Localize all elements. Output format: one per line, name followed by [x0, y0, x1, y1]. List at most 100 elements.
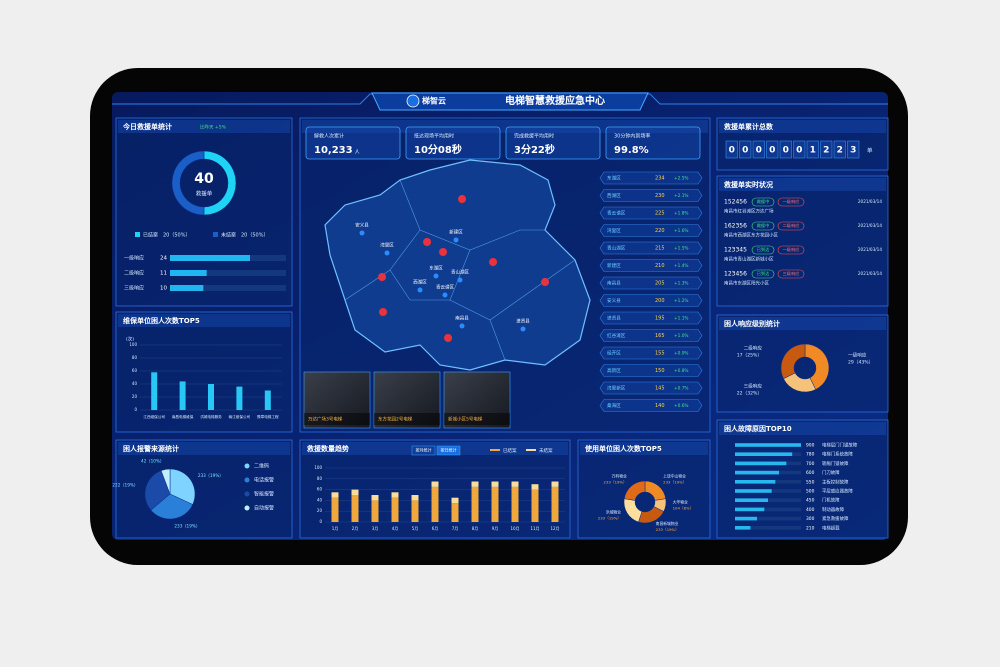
rank-row [599, 311, 703, 325]
text: 救援单 [196, 190, 213, 198]
y-tick-label: 0 [134, 407, 137, 412]
text: 155 [655, 351, 665, 357]
text: 南昌县 [607, 280, 621, 287]
digit-box [806, 140, 819, 159]
rank-row [599, 346, 703, 360]
pin [489, 258, 498, 272]
text: 234 [655, 176, 665, 182]
text: 比昨天 +5% [200, 124, 227, 131]
text: 西湖区 [607, 192, 621, 199]
pins [378, 195, 550, 348]
bar-segment [431, 481, 439, 487]
text: 450 [806, 498, 815, 504]
legend-swatch [213, 232, 218, 237]
video-caption-bg [374, 413, 440, 425]
text: 二级响应 [744, 345, 763, 352]
text: 高新区 [607, 367, 621, 374]
stat-value: 10分08秒 [414, 143, 462, 156]
text: 300 [806, 516, 815, 522]
text: 已结案 [503, 447, 517, 454]
text: 解救人次累计 [314, 133, 344, 140]
text: +0.9% [674, 351, 689, 357]
text: +2.5% [674, 176, 689, 182]
text: 二级响应 [783, 222, 800, 229]
text: 已结案 [143, 232, 158, 239]
y-tick-label: 80 [132, 355, 138, 360]
text: 145 [655, 386, 665, 392]
text: +1.1% [674, 316, 689, 322]
reason-bar [735, 443, 801, 447]
text: 233（19%） [598, 516, 621, 521]
text: 救援中 [757, 222, 770, 229]
panel-title-bar [719, 178, 886, 191]
text: 经开区 [607, 350, 621, 357]
district-dot [384, 250, 390, 256]
panel-title: 使用单位困人次数TOP5 [584, 444, 662, 453]
text: 按日统计 [441, 447, 457, 453]
digit-box [793, 140, 806, 159]
bar-segment [471, 481, 479, 487]
pin [378, 273, 387, 287]
reason-track [735, 507, 801, 512]
text: 225 [655, 211, 665, 217]
total-value: 40 [194, 171, 214, 187]
text: 24 [160, 256, 167, 262]
x-tick-label: 江西维保公司 [143, 414, 165, 419]
text: 210 [806, 525, 815, 531]
status-pill [751, 197, 775, 207]
district-label: 东湖区 [429, 265, 443, 272]
text: 0 [729, 146, 735, 156]
bar-segment [331, 492, 339, 498]
bar-segment [531, 484, 539, 490]
text: 已到达 [757, 246, 770, 253]
text: (次) [126, 336, 134, 343]
text: 780 [806, 452, 815, 458]
x-tick-label: 南昌电梯维保 [172, 414, 194, 419]
x-tick-label: 7月 [452, 526, 459, 531]
map [324, 159, 591, 371]
text: 大华物业 [673, 499, 688, 504]
y-tick-label: 100 [129, 342, 137, 347]
text: +0.7% [674, 386, 689, 392]
x-tick-label: 6月 [432, 526, 439, 531]
panel-title-bar [118, 314, 290, 327]
text: 123456 [724, 271, 747, 278]
text: 东方花园2号电梯 [378, 416, 413, 423]
x-tick-label: 5月 [412, 526, 419, 531]
text: 三级响应 [744, 383, 763, 390]
text: 205 [655, 281, 665, 287]
text: 104（8%） [673, 505, 694, 510]
legend-dot [244, 505, 250, 511]
map-region [324, 159, 591, 371]
bar-segment [551, 481, 559, 487]
panel [115, 311, 293, 433]
x-tick-label: 9月 [492, 526, 499, 531]
legend-dot [244, 463, 250, 469]
panel-title-bar [118, 442, 290, 455]
text: 233（19%） [198, 473, 224, 478]
x-tick-label: 8月 [472, 526, 479, 531]
logo-icon [406, 94, 420, 108]
text: 11 [160, 271, 167, 277]
panel-title: 救援单累计总数 [724, 122, 774, 131]
district-dot [520, 326, 526, 332]
level-pill [777, 245, 805, 255]
level-pill [777, 197, 805, 207]
y-tick-label: 100 [314, 465, 322, 470]
x-tick-label: 11月 [530, 526, 539, 531]
digit-box [779, 140, 792, 159]
district-dot [457, 277, 463, 283]
y-tick-label: 0 [319, 519, 322, 524]
text: 152456 [724, 199, 747, 206]
district-label: 新建区 [449, 229, 463, 236]
district-label: 湾里区 [380, 242, 394, 249]
text: 140 [655, 403, 665, 409]
text: 3 [850, 146, 856, 156]
legend-dot [244, 477, 250, 483]
text: 主板控制故障 [822, 478, 849, 485]
text: 0 [756, 146, 762, 156]
stat-card [305, 126, 401, 160]
text: 一级响应 [124, 255, 144, 262]
